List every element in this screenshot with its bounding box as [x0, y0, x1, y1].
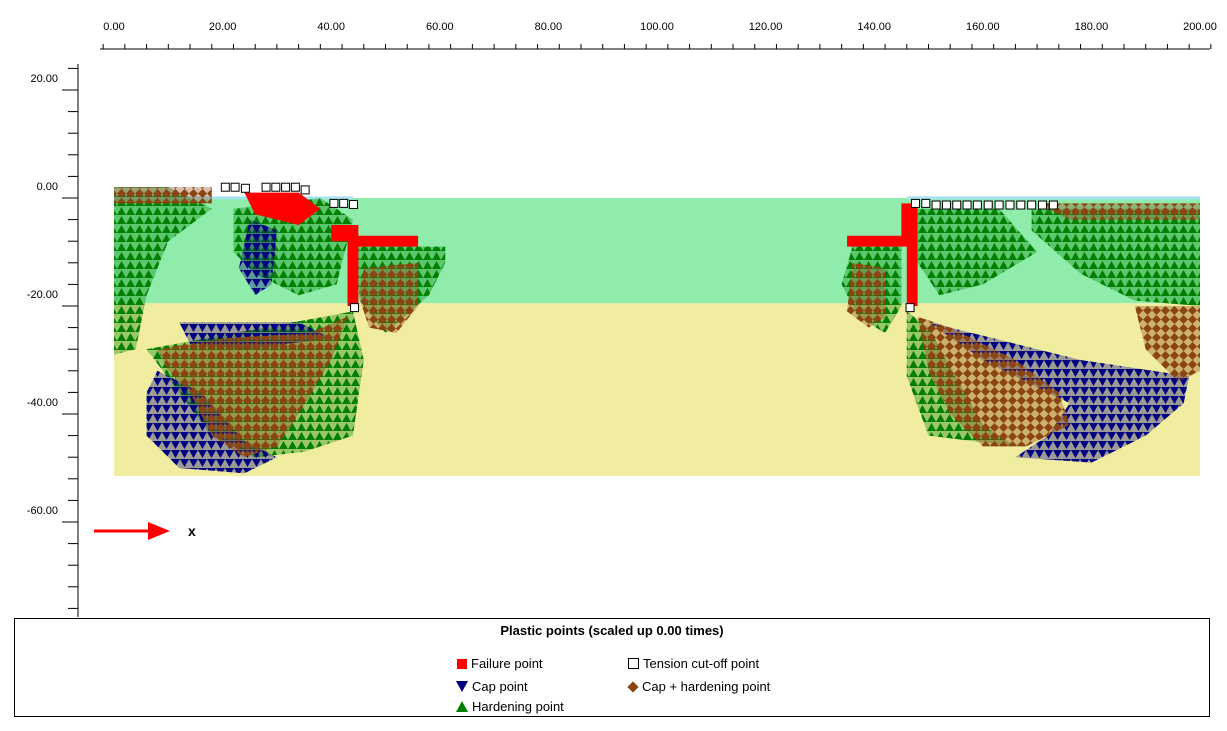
x-tick-label: 100.00 — [640, 21, 674, 33]
hardening-region-5 — [917, 208, 1038, 296]
tension-point-2 — [230, 182, 240, 192]
tension-point-4 — [261, 182, 271, 192]
tension-point-18 — [962, 200, 972, 210]
plot-area: 0.00 20.00 40.00 60.00 80.00 100.00 120.00 140.… — [27, 21, 1217, 617]
tension-point-16 — [941, 200, 951, 210]
cap-hardening-region-2 — [917, 316, 1070, 447]
x-tick-label: 40.00 — [317, 21, 345, 33]
cap-hardening-point-icon — [627, 680, 639, 693]
x-tick-label: 20.00 — [209, 21, 237, 33]
tension-point-3 — [240, 183, 250, 193]
hardening-point-icon — [456, 701, 468, 712]
tension-point-24 — [1027, 200, 1037, 210]
cap-hardening-region-3 — [1134, 306, 1200, 382]
y-tick-label: -60.00 — [27, 505, 58, 517]
tension-point-20 — [983, 200, 993, 210]
tension-point-19 — [972, 200, 982, 210]
y-tick-label: -20.00 — [27, 289, 58, 301]
hardening-region-6 — [1031, 208, 1200, 306]
x-tick-label: 60.00 — [426, 21, 454, 33]
x-tick-label: 200.00 — [1183, 21, 1217, 33]
failure-region-2 — [847, 203, 918, 306]
cap-region-4 — [238, 219, 277, 296]
legend-item-cap: Cap point — [456, 679, 528, 694]
cap-hardening-region-6 — [1037, 203, 1200, 220]
tension-point-27 — [905, 303, 915, 313]
legend-item-cap-hardening: Cap + hardening point — [627, 679, 770, 694]
legend: Plastic points (scaled up 0.00 times) Fa… — [14, 618, 1210, 717]
tension-point-14 — [921, 198, 931, 208]
x-tick-label: 80.00 — [535, 21, 563, 33]
arrow-head — [148, 522, 170, 540]
tension-point-12 — [350, 303, 360, 313]
cap-point-icon — [456, 681, 468, 692]
legend-label-hardening: Hardening point — [472, 699, 564, 714]
legend-item-failure: Failure point — [456, 656, 543, 671]
direction-arrow: x — [94, 522, 196, 540]
y-tick-label: 20.00 — [30, 73, 58, 85]
failure-region-1 — [331, 225, 419, 306]
cap-hardening-region-1 — [157, 316, 348, 458]
legend-label-tension: Tension cut-off point — [643, 656, 760, 671]
tension-point-15 — [931, 200, 941, 210]
cap-hardening-region-5 — [847, 262, 886, 328]
legend-item-tension: Tension cut-off point — [627, 656, 759, 671]
y-axis: 20.00 0.00 -20.00 -40.00 -60.00 — [27, 64, 79, 617]
x-tick-label: 0.00 — [103, 21, 124, 33]
tension-point-9 — [329, 198, 339, 208]
tension-point-21 — [994, 200, 1004, 210]
tension-point-10 — [339, 198, 349, 208]
cap-hardening-region-4 — [358, 262, 419, 333]
surface-strip-left — [114, 196, 353, 200]
tension-point-5 — [271, 182, 281, 192]
tension-point-8 — [300, 185, 310, 195]
tension-point-6 — [281, 182, 291, 192]
tension-point-17 — [952, 200, 962, 210]
tension-point-icon — [628, 658, 639, 669]
tension-points — [220, 182, 1058, 313]
legend-item-hardening: Hardening point — [456, 699, 564, 714]
hardening-region-1 — [114, 187, 212, 355]
tension-point-23 — [1016, 200, 1026, 210]
cap-hardening-region-7 — [114, 187, 212, 204]
chart-title: Plastic points (scaled up 0.00 times) — [500, 623, 724, 638]
failure-region-3 — [244, 192, 321, 225]
legend-label-failure: Failure point — [471, 656, 543, 671]
x-tick-label: 140.00 — [857, 21, 891, 33]
plastic-point-regions — [114, 187, 1200, 474]
y-tick-label: -40.00 — [27, 397, 58, 409]
tension-point-25 — [1038, 200, 1048, 210]
legend-label-cap-hardening: Cap + hardening point — [642, 679, 771, 694]
legend-label-cap: Cap point — [472, 679, 528, 694]
tension-point-1 — [220, 182, 230, 192]
failure-point-icon — [457, 658, 467, 669]
x-axis: 0.00 20.00 40.00 60.00 80.00 100.00 120.00 140.… — [100, 21, 1217, 50]
x-tick-label: 120.00 — [749, 21, 783, 33]
y-tick-label: 0.00 — [37, 181, 58, 193]
tension-point-22 — [1005, 200, 1015, 210]
tension-point-13 — [910, 198, 920, 208]
surface-strip-right — [906, 196, 1200, 200]
arrow-label: x — [188, 523, 196, 539]
x-tick-label: 160.00 — [966, 21, 1000, 33]
x-tick-label: 180.00 — [1075, 21, 1109, 33]
tension-point-7 — [290, 182, 300, 192]
tension-point-26 — [1048, 200, 1058, 210]
tension-point-11 — [348, 199, 358, 209]
